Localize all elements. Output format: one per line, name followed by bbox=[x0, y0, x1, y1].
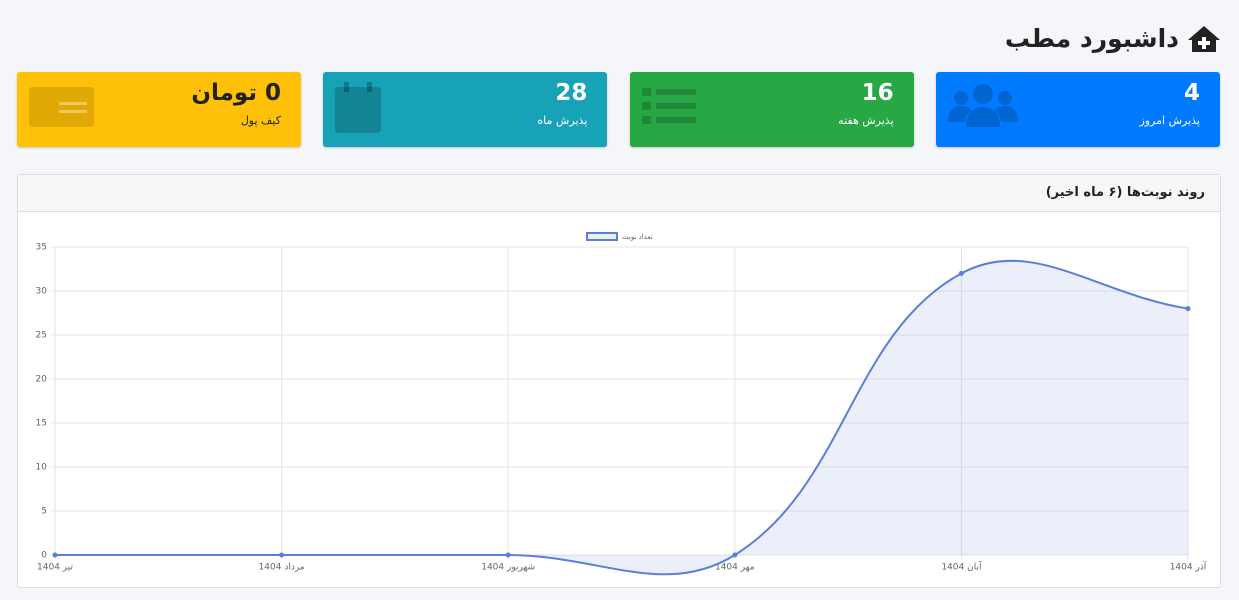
x-tick-label: مهر 1404 bbox=[715, 563, 755, 573]
x-tick-label: آبان 1404 bbox=[941, 561, 982, 573]
y-tick-label: 30 bbox=[36, 287, 48, 297]
calendar-icon bbox=[335, 82, 382, 133]
home-icon bbox=[1188, 25, 1220, 52]
card-value: 0 تومان bbox=[191, 80, 281, 106]
y-tick-label: 0 bbox=[41, 551, 47, 561]
stat-cards: 4 پذیرش امروز 16 پذیرش هفته 28 پذیرش ماه… bbox=[17, 72, 1220, 147]
card-label: پذیرش امروز bbox=[1139, 114, 1200, 127]
x-tick-label: شهریور 1404 bbox=[481, 563, 535, 573]
point bbox=[505, 552, 511, 558]
card-value: 28 bbox=[555, 80, 588, 106]
stat-card: 16 پذیرش هفته bbox=[629, 72, 914, 147]
panel-title: روند نوبت‌ها (۶ ماه اخیر) bbox=[18, 175, 1220, 212]
chart-panel: روند نوبت‌ها (۶ ماه اخیر) 0 5 10 15 20 25 30 35… bbox=[17, 174, 1221, 588]
y-tick-label: 10 bbox=[36, 463, 48, 473]
point bbox=[1185, 306, 1191, 312]
users-icon bbox=[947, 84, 1018, 127]
stat-card: 0 تومان کیف پول bbox=[17, 72, 301, 147]
card-value: 4 bbox=[1183, 80, 1200, 106]
list-icon bbox=[641, 88, 696, 124]
area bbox=[55, 260, 1188, 575]
line bbox=[55, 259, 1189, 576]
title-text: داشبورد مطب bbox=[1004, 24, 1179, 53]
stat-card: 4 پذیرش امروز bbox=[935, 72, 1220, 147]
chart: 0 5 10 15 20 25 30 35 تیر 1404 مرداد 1404 شهریور 1… bbox=[36, 232, 1207, 576]
y-tick-label: 25 bbox=[36, 331, 47, 341]
card-label: کیف پول bbox=[240, 114, 281, 127]
y-tick-label: 15 bbox=[36, 419, 47, 429]
point bbox=[958, 270, 964, 276]
x-tick-label: تیر 1404 bbox=[37, 563, 73, 573]
y-tick-label: 20 bbox=[36, 375, 48, 385]
x-tick-label: مرداد 1404 bbox=[259, 563, 305, 573]
card-label: پذیرش هفته bbox=[838, 114, 894, 127]
legend-label: تعداد نوبت bbox=[622, 233, 653, 241]
x-tick-label: آذر 1404 bbox=[1170, 561, 1207, 573]
page-title: داشبورد مطب bbox=[1005, 24, 1221, 53]
legend-swatch bbox=[586, 232, 618, 241]
point bbox=[732, 552, 738, 558]
y-tick-label: 35 bbox=[36, 243, 47, 253]
y-tick-label: 5 bbox=[41, 507, 47, 517]
point bbox=[279, 552, 285, 558]
money-icon bbox=[29, 87, 94, 127]
card-value: 16 bbox=[861, 80, 894, 106]
stat-card: 28 پذیرش ماه bbox=[323, 72, 608, 147]
point bbox=[52, 552, 58, 558]
card-label: پذیرش ماه bbox=[537, 114, 588, 127]
